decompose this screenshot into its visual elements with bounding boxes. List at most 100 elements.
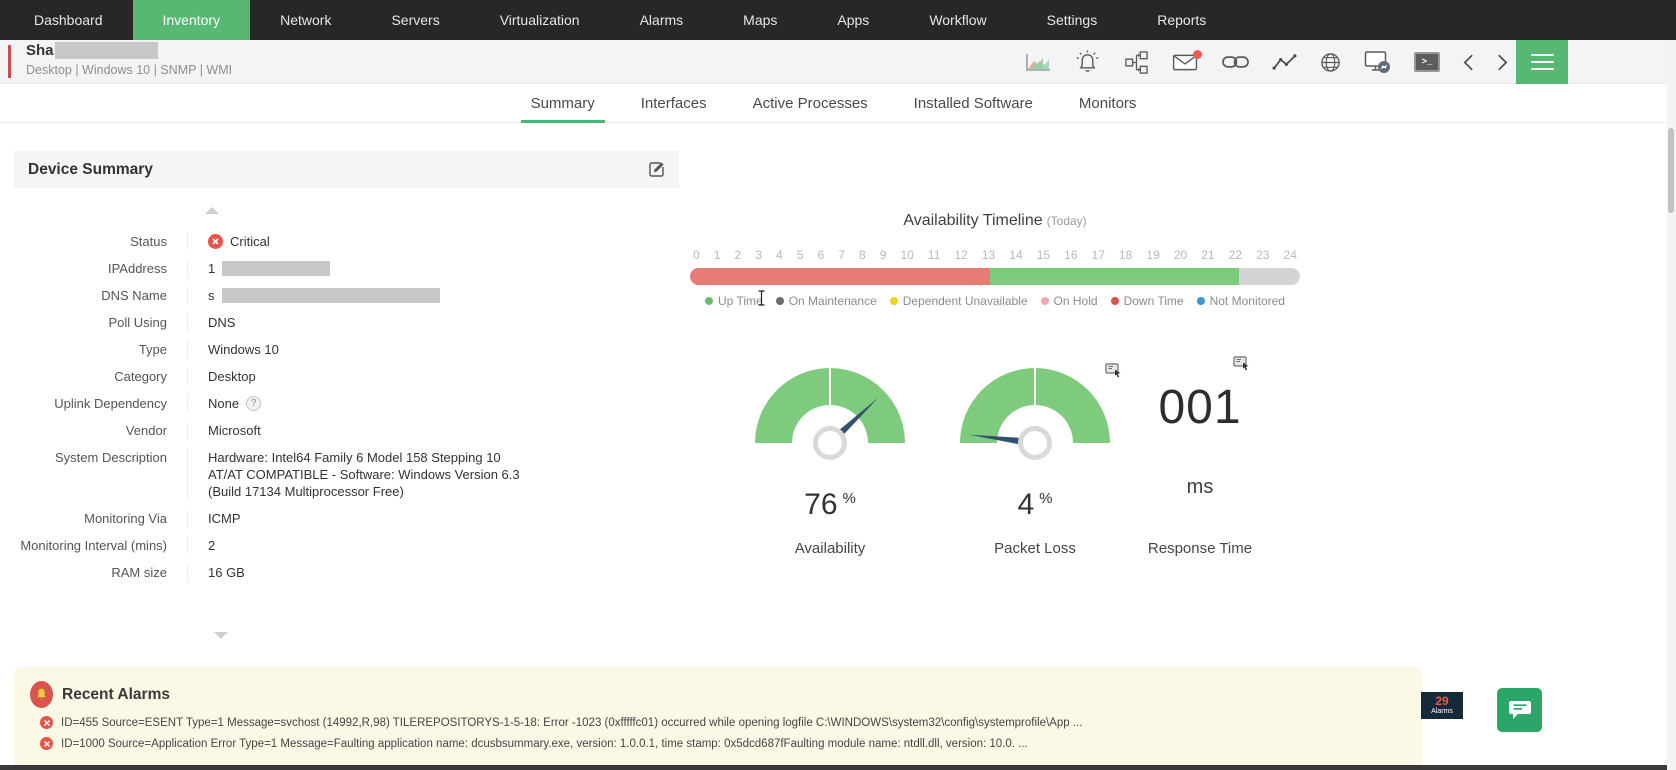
recent-alarms-title: Recent Alarms [62, 685, 170, 703]
remote-desktop-icon[interactable] [1364, 50, 1391, 74]
hour-tick: 6 [817, 248, 825, 262]
field-value: Windows 10 [208, 342, 279, 357]
tab[interactable]: Active Processes [752, 94, 868, 112]
device-summary-title: Device Summary [28, 160, 153, 178]
mail-icon[interactable] [1172, 49, 1202, 72]
response-time-widget: 001 ms Response Time [1105, 368, 1295, 568]
field-value: Desktop [208, 369, 256, 384]
nav-item[interactable]: Inventory [132, 0, 251, 40]
field-row: DNS Name s ? [14, 282, 679, 309]
alarm-row[interactable]: ID=455 Source=ESENT Type=1 Message=svcho… [14, 708, 1422, 729]
globe-icon[interactable] [1320, 52, 1341, 73]
nav-item[interactable]: Dashboard [34, 12, 103, 28]
chat-support-button[interactable] [1497, 688, 1542, 732]
terminal-icon[interactable] [1414, 52, 1440, 72]
hour-tick: 16 [1064, 248, 1078, 262]
alarm-row[interactable]: ID=1000 Source=Application Error Type=1 … [14, 729, 1422, 750]
chevron-left-icon[interactable] [1463, 53, 1474, 72]
alarm-list: ID=455 Source=ESENT Type=1 Message=svcho… [14, 708, 1422, 750]
nav-item[interactable]: Servers [391, 12, 440, 28]
chevron-right-icon[interactable] [1497, 53, 1508, 72]
field-row: Monitoring Via ICMP ? [14, 505, 679, 532]
scrollbar-track[interactable] [1667, 40, 1676, 770]
field-value: Critical [230, 234, 270, 249]
nav-item[interactable]: Alarms [639, 12, 684, 28]
alarm-critical-icon [40, 737, 53, 750]
field-label: Type [14, 341, 188, 358]
nav-item[interactable]: Maps [743, 12, 778, 28]
legend-item: Not Monitored [1196, 294, 1285, 308]
field-label: Uplink Dependency [14, 395, 188, 412]
alarm-count: 29 [1435, 694, 1449, 708]
legend-item: Up Time [705, 294, 763, 308]
hour-tick: 5 [796, 248, 804, 262]
mail-notification-dot [1193, 49, 1202, 59]
hour-tick: 7 [838, 248, 845, 262]
field-row: Category Desktop ? [14, 363, 679, 390]
recent-alarms-header: Recent Alarms [14, 667, 1422, 708]
timeline-bar [690, 268, 1300, 285]
alarm-bell-badge-icon [30, 681, 53, 708]
tab[interactable]: Summary [520, 84, 605, 123]
alarm-bell-icon[interactable] [1074, 49, 1101, 75]
nav-item[interactable]: Workflow [929, 12, 987, 28]
field-value: s [208, 288, 215, 303]
text-cursor [757, 290, 766, 311]
legend-item: Down Time [1110, 294, 1184, 308]
field-label: System Description [14, 449, 188, 500]
legend-item: On Hold [1040, 294, 1098, 308]
hour-tick: 18 [1118, 248, 1133, 262]
nav-item[interactable]: Reports [1157, 12, 1207, 28]
field-label: Poll Using [14, 314, 188, 331]
nav-item[interactable]: Network [280, 12, 332, 28]
legend-dot [775, 297, 784, 305]
help-icon[interactable]: ? [246, 396, 262, 411]
hamburger-menu-button[interactable] [1516, 40, 1568, 84]
field-value: Microsoft [208, 423, 261, 438]
response-time-unit: ms [1186, 476, 1214, 498]
response-time-label: Response Time [1147, 540, 1253, 557]
tab[interactable]: Monitors [1078, 94, 1137, 112]
timeline-hour-scale: 0 1 2 3 4 5 6 7 8 9 10 11 12 13 14 15 16 17 18 19 20 21 22 23 24 [693, 248, 1297, 262]
hour-tick: 9 [879, 248, 887, 262]
hour-tick: 13 [981, 248, 996, 262]
scrollbar-thumb[interactable] [1668, 128, 1674, 213]
nav-item[interactable]: Apps [837, 12, 870, 28]
availability-value: 76% [804, 488, 856, 521]
redacted-text [221, 288, 440, 303]
alarm-count-badge[interactable]: 29 Alarms [1421, 692, 1463, 719]
field-value: None [208, 396, 240, 411]
field-row: Monitoring Interval (mins) 2 ? [14, 532, 679, 559]
field-value: 16 GB [208, 565, 245, 580]
line-graph-icon[interactable] [1272, 53, 1297, 71]
legend-dot [889, 297, 898, 305]
gauge-action-icon[interactable] [1105, 363, 1122, 383]
field-row: Poll Using DNS ? [14, 309, 679, 336]
timeline-title: Availability Timeline (Today) [903, 212, 1087, 229]
edit-icon[interactable] [648, 161, 665, 178]
field-value: ICMP [208, 511, 241, 526]
tab[interactable]: Installed Software [913, 94, 1033, 112]
nav-item[interactable]: Settings [1046, 12, 1098, 28]
link-dependency-icon[interactable] [1222, 55, 1249, 69]
field-label: IPAddress [14, 260, 188, 277]
device-summary-header: Device Summary [14, 151, 679, 188]
collapse-down-icon[interactable] [214, 632, 228, 639]
field-row: Type Windows 10 ? [14, 336, 679, 363]
gauge-action-icon[interactable] [1233, 356, 1250, 376]
hour-tick: 1 [713, 248, 721, 262]
legend-dot [1040, 297, 1049, 305]
tab[interactable]: Interfaces [640, 94, 707, 112]
field-value: Hardware: Intel64 Family 6 Model 158 Ste… [208, 450, 520, 499]
field-label: Monitoring Via [14, 510, 188, 527]
performance-chart-icon[interactable] [1025, 52, 1051, 72]
hour-tick: 2 [734, 248, 742, 262]
legend-label: On Maintenance [788, 294, 877, 308]
collapse-up-icon[interactable] [205, 207, 219, 214]
topology-icon[interactable] [1124, 50, 1149, 75]
nav-item[interactable]: Virtualization [499, 12, 580, 28]
alarm-message: ID=455 Source=ESENT Type=1 Message=svcho… [61, 716, 1083, 729]
legend-dot [1110, 297, 1119, 305]
legend-dot [1196, 297, 1205, 305]
field-row: Vendor Microsoft ? [14, 417, 679, 444]
